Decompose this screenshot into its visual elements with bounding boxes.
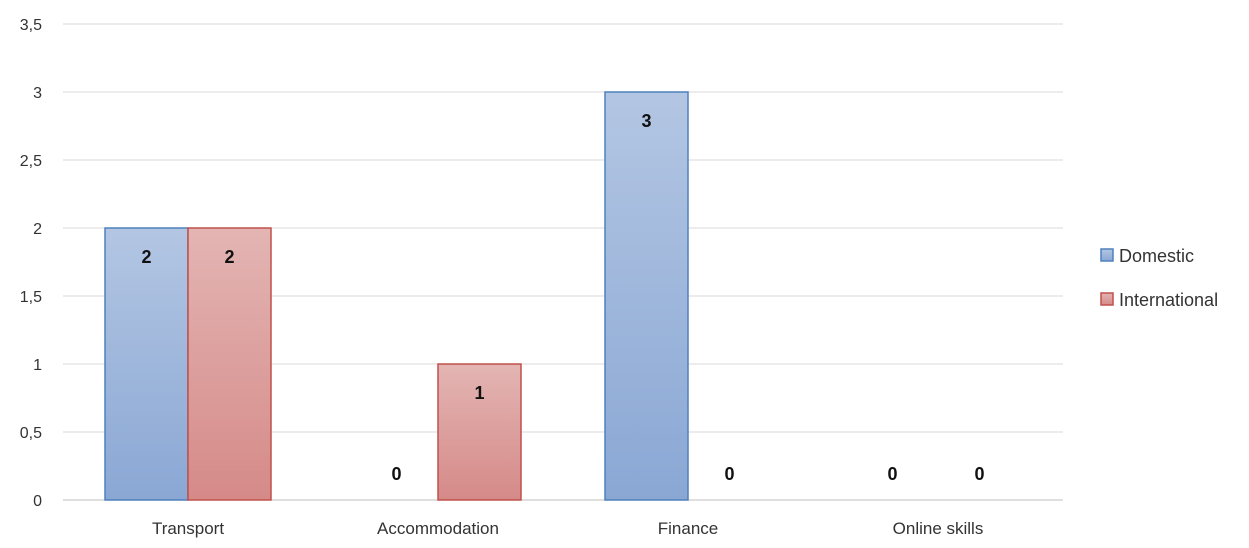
- y-tick-label: 1: [33, 357, 42, 374]
- data-label-domestic: 0: [887, 464, 897, 484]
- data-label-international: 1: [474, 383, 484, 403]
- y-tick-label: 3: [33, 85, 42, 102]
- data-label-international: 2: [224, 247, 234, 267]
- data-label-international: 0: [724, 464, 734, 484]
- y-tick-label: 2: [33, 221, 42, 238]
- data-label-international: 0: [974, 464, 984, 484]
- legend-label-domestic: Domestic: [1119, 246, 1194, 266]
- data-label-domestic: 3: [641, 111, 651, 131]
- bar-domestic-finance: [604, 91, 689, 501]
- data-label-domestic: 0: [391, 464, 401, 484]
- y-tick-label: 0,5: [20, 425, 42, 442]
- bar-international-accommodation: [437, 363, 522, 501]
- x-axis-ticks: Transport Accommodation Finance Online skil…: [152, 519, 983, 538]
- x-tick-label: Accommodation: [377, 519, 499, 538]
- y-tick-label: 0: [33, 493, 42, 510]
- x-tick-label: Online skills: [893, 519, 984, 538]
- y-tick-label: 3,5: [20, 17, 42, 34]
- data-label-domestic: 2: [141, 247, 151, 267]
- x-tick-label: Transport: [152, 519, 224, 538]
- x-tick-label: Finance: [658, 519, 718, 538]
- y-axis-ticks: 0 0,5 1 1,5 2 2,5 3 3,5: [20, 17, 42, 510]
- bar-domestic-transport: [104, 227, 189, 501]
- legend-label-international: International: [1119, 290, 1218, 310]
- legend: Domestic International: [1100, 246, 1218, 310]
- legend-swatch-international: [1100, 292, 1114, 306]
- data-labels: 2 2 0 1 3 0 0 0: [141, 111, 984, 484]
- bars: [104, 91, 689, 501]
- bar-international-transport: [187, 227, 272, 501]
- y-tick-label: 2,5: [20, 153, 42, 170]
- legend-swatch-domestic: [1100, 248, 1114, 262]
- y-tick-label: 1,5: [20, 289, 42, 306]
